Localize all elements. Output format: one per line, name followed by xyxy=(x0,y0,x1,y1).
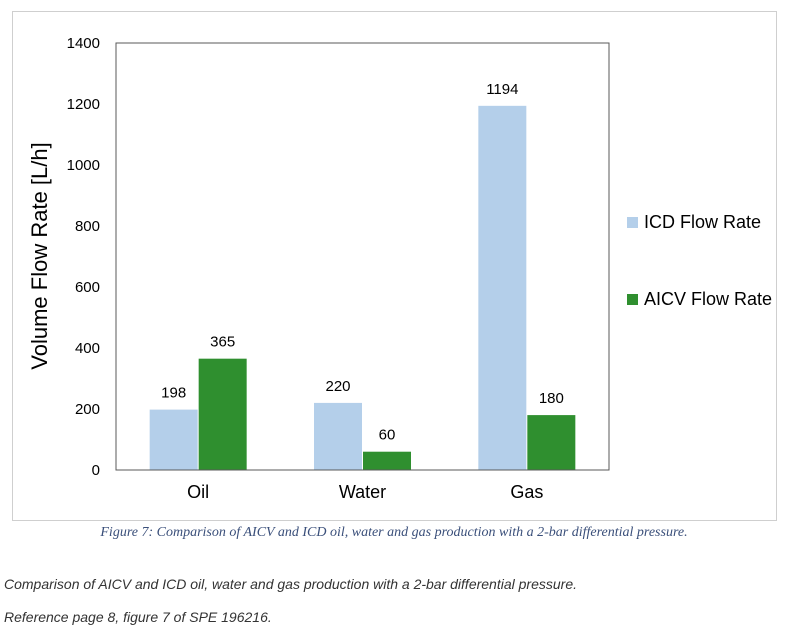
bar-aicv-flow-rate-oil xyxy=(198,358,247,470)
description-note: Comparison of AICV and ICD oil, water an… xyxy=(4,576,577,592)
y-tick-label: 800 xyxy=(75,218,100,235)
bar-chart: 0 200 400 600 800 1000 1200 1400 Oil Water Gas 19… xyxy=(27,35,772,502)
chart-frame: 0 200 400 600 800 1000 1200 1400 Oil Water Gas 19… xyxy=(12,11,777,521)
y-tick-label: 1200 xyxy=(67,96,100,113)
bar-aicv-flow-rate-gas xyxy=(527,415,576,470)
y-axis-title: Volume Flow Rate [L/h] xyxy=(27,142,52,369)
bar-icd-flow-rate-gas xyxy=(478,105,527,470)
data-label: 180 xyxy=(539,390,564,407)
y-tick-label: 400 xyxy=(75,340,100,357)
x-category-label: Gas xyxy=(510,482,543,502)
y-tick-label: 1000 xyxy=(67,157,100,174)
y-tick-label: 0 xyxy=(92,462,100,479)
legend-label: AICV Flow Rate xyxy=(644,289,772,309)
reference-note: Reference page 8, figure 7 of SPE 196216… xyxy=(4,609,272,625)
data-label: 198 xyxy=(161,385,186,402)
plot-area-border xyxy=(115,42,610,471)
bar-aicv-flow-rate-water xyxy=(363,451,411,470)
y-tick-label: 600 xyxy=(75,279,100,296)
bar-icd-flow-rate-oil xyxy=(149,409,198,470)
data-label: 1194 xyxy=(486,81,518,98)
legend-swatch xyxy=(627,294,638,305)
x-category-label: Water xyxy=(339,482,386,502)
bars xyxy=(149,105,576,470)
y-tick-label: 1400 xyxy=(67,35,100,52)
data-label: 365 xyxy=(210,334,235,351)
data-label: 220 xyxy=(325,378,350,395)
figure-caption: Figure 7: Comparison of AICV and ICD oil… xyxy=(100,525,688,540)
bar-icd-flow-rate-water xyxy=(314,402,362,470)
x-axis-categories: Oil Water Gas xyxy=(187,482,543,502)
y-tick-label: 200 xyxy=(75,401,100,418)
legend-swatch xyxy=(627,217,638,228)
y-axis-ticks: 0 200 400 600 800 1000 1200 1400 xyxy=(67,35,100,479)
data-label: 60 xyxy=(379,427,396,444)
legend: ICD Flow Rate AICV Flow Rate xyxy=(627,212,772,309)
legend-label: ICD Flow Rate xyxy=(644,212,761,232)
data-labels: 198 365 220 60 1194 180 xyxy=(161,81,564,444)
x-category-label: Oil xyxy=(187,482,209,502)
